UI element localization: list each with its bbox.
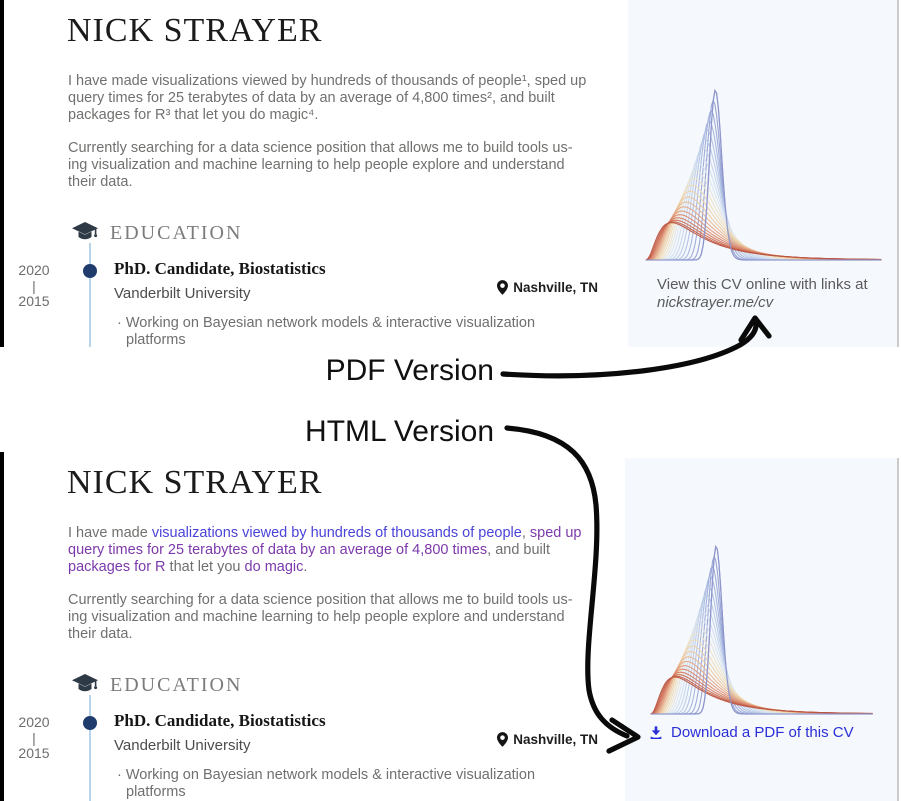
- inline-link[interactable]: packages for R: [68, 559, 166, 575]
- cv-online-caption: View this CV online with links at nickst…: [657, 276, 868, 311]
- paragraph-line: ing visualization and machine learning t…: [68, 157, 565, 173]
- download-link-label: Download a PDF of this CV: [671, 724, 854, 741]
- education-heading: EDUCATION: [110, 673, 243, 696]
- html-version-label: HTML Version: [305, 415, 494, 448]
- location: Nashville, TN: [497, 732, 598, 747]
- education-section-header: EDUCATION: [71, 673, 242, 697]
- inline-link[interactable]: do magic: [244, 559, 304, 575]
- degree-title: PhD. Candidate, Biostatistics: [114, 711, 326, 730]
- panel-left-border: [0, 0, 4, 347]
- location-pin-icon: [497, 732, 509, 747]
- cv-url-text: nickstrayer.me/cv: [657, 293, 774, 311]
- paragraph-line: their data.: [68, 626, 133, 642]
- timeline-line: [89, 243, 91, 347]
- cv-second-paragraph: Currently searching for a data science p…: [68, 592, 573, 643]
- pdf-sidebar: View this CV online with links at nickst…: [628, 0, 897, 347]
- timeline-years: 2020 | 2015: [18, 714, 50, 761]
- degree-title: PhD. Candidate, Biostatistics: [114, 259, 326, 278]
- paragraph-line: Currently searching for a data science p…: [68, 592, 573, 608]
- inline-link[interactable]: query times for 25 terabytes of data by …: [68, 542, 488, 558]
- cv-name: NICK STRAYER: [67, 464, 323, 501]
- pdf-version-label: PDF Version: [325, 354, 494, 387]
- location-pin-icon: [497, 280, 509, 295]
- timeline-dot: [83, 264, 97, 278]
- education-bullet: · Working on Bayesian network models & i…: [117, 767, 536, 800]
- graduation-cap-icon: [71, 221, 99, 245]
- intro-text: , and built: [487, 542, 551, 558]
- html-sidebar: Download a PDF of this CV: [625, 458, 897, 801]
- intro-text: I have made: [68, 525, 152, 541]
- paragraph-line: ing visualization and machine learning t…: [68, 609, 565, 625]
- download-icon: [648, 725, 664, 741]
- graduation-cap-icon: [71, 673, 99, 697]
- school-name: Vanderbilt University: [114, 737, 251, 754]
- intro-text: ,: [521, 525, 530, 541]
- location: Nashville, TN: [497, 280, 598, 295]
- intro-line: query times for 25 terabytes of data by …: [68, 90, 555, 106]
- intro-line: I have made visualizations viewed by hun…: [68, 73, 587, 89]
- school-name: Vanderbilt University: [114, 285, 251, 302]
- education-bullet: · Working on Bayesian network models & i…: [117, 315, 536, 347]
- intro-text: .: [303, 559, 308, 575]
- location-text: Nashville, TN: [513, 732, 598, 747]
- paragraph-line: Currently searching for a data science p…: [68, 140, 573, 156]
- density-curves-chart: [650, 544, 873, 715]
- density-curves-chart: [645, 88, 882, 261]
- intro-line: packages for R³ that let you do magic⁴.: [68, 107, 319, 123]
- timeline-line: [89, 695, 91, 801]
- intro-text: that let you: [165, 559, 245, 575]
- timeline-dot: [83, 716, 97, 730]
- education-heading: EDUCATION: [110, 221, 243, 244]
- cv-second-paragraph: Currently searching for a data science p…: [68, 140, 573, 191]
- location-text: Nashville, TN: [513, 280, 598, 295]
- timeline-years: 2020 | 2015: [18, 262, 50, 309]
- panel-left-border: [0, 452, 4, 801]
- cv-intro-paragraph: I have made visualizations viewed by hun…: [68, 525, 582, 576]
- paragraph-line: their data.: [68, 174, 133, 190]
- cv-name: NICK STRAYER: [67, 12, 323, 49]
- pdf-cv-panel: NICK STRAYER I have made visualizations …: [0, 0, 901, 347]
- inline-link[interactable]: visualizations viewed by hundreds of tho…: [151, 525, 522, 541]
- scrollbar-strip[interactable]: [897, 0, 899, 347]
- inline-link[interactable]: sped up: [529, 525, 582, 541]
- education-section-header: EDUCATION: [71, 221, 242, 245]
- cv-intro-paragraph: I have made visualizations viewed by hun…: [68, 73, 586, 124]
- scrollbar-strip[interactable]: [897, 458, 899, 801]
- html-cv-panel: NICK STRAYER I have made visualizations …: [0, 452, 901, 801]
- download-pdf-link[interactable]: Download a PDF of this CV: [648, 724, 854, 741]
